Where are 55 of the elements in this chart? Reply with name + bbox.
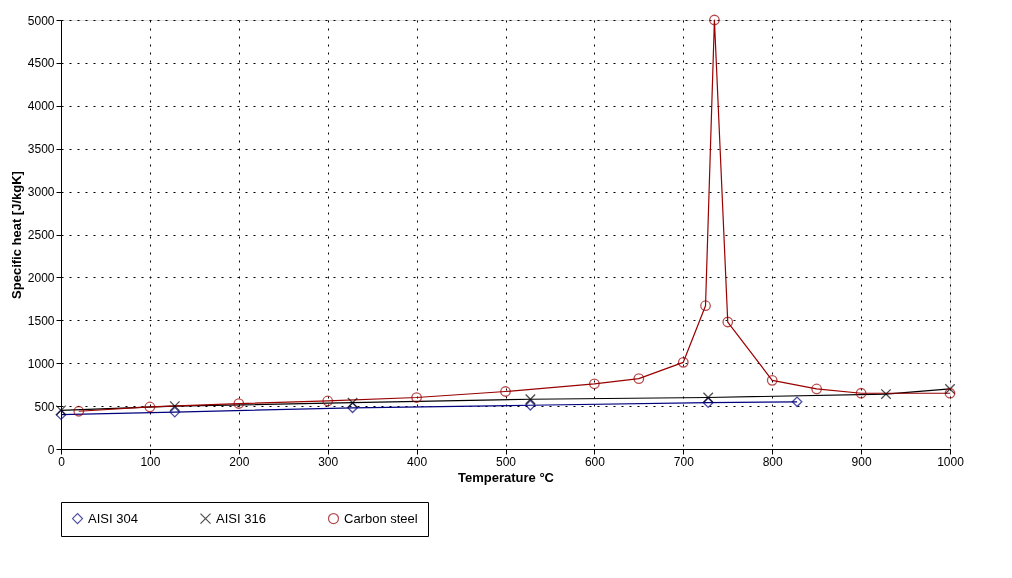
point	[169, 400, 181, 412]
x-tick-label: 400	[407, 454, 428, 469]
x-tick-label: 100	[140, 454, 161, 469]
y-tick-label: 2500	[27, 228, 55, 242]
point	[347, 402, 358, 414]
legend-label: Carbon steel	[344, 510, 418, 526]
point	[944, 383, 956, 395]
y-tick-label: 2000	[27, 270, 55, 285]
point	[677, 356, 689, 368]
point	[411, 392, 422, 403]
point	[500, 386, 511, 397]
x-tick-label: 900	[851, 454, 872, 469]
legend-label: AISI 304	[88, 510, 138, 526]
y-axis-title: Specific heat [J/kgK]	[8, 171, 24, 299]
point	[589, 378, 600, 390]
point	[722, 316, 734, 328]
x-tick-label: 300	[318, 454, 339, 469]
y-tick-label: 3500	[27, 142, 55, 157]
x-tick-label: 200	[229, 454, 250, 469]
y-tick-label: 500	[34, 399, 55, 414]
x-tick-label: 800	[762, 454, 784, 469]
point	[633, 373, 645, 385]
point	[347, 397, 358, 409]
y-tick-label: 0	[47, 442, 55, 457]
point	[702, 397, 714, 409]
point	[322, 395, 334, 407]
y-tick-label: 4000	[27, 99, 55, 114]
x-tick-label: 500	[495, 454, 517, 469]
point	[791, 396, 803, 408]
point	[709, 14, 720, 26]
y-tick-label: 1500	[27, 313, 55, 328]
point	[169, 406, 181, 418]
point	[525, 393, 536, 405]
point	[55, 405, 67, 416]
x-tick-label: 1000	[937, 454, 965, 469]
point	[525, 399, 536, 411]
point	[855, 387, 867, 399]
y-tick-label: 1000	[27, 356, 55, 371]
point	[233, 398, 245, 409]
y-tick-label: 5000	[27, 13, 55, 28]
point	[73, 405, 85, 417]
x-tick-label: 0	[58, 454, 66, 469]
point	[880, 388, 892, 400]
legend-label: AISI 316	[216, 510, 266, 526]
x-axis-title: Temperature °C	[458, 469, 555, 485]
y-tick-label: 3000	[27, 185, 55, 200]
point	[700, 300, 711, 312]
point	[702, 392, 714, 403]
y-tick-label: 4500	[27, 56, 55, 71]
x-tick-label: 600	[584, 454, 606, 469]
point	[144, 401, 156, 413]
point	[766, 374, 778, 386]
point	[944, 387, 956, 399]
point	[811, 383, 823, 395]
x-tick-label: 700	[673, 454, 695, 469]
